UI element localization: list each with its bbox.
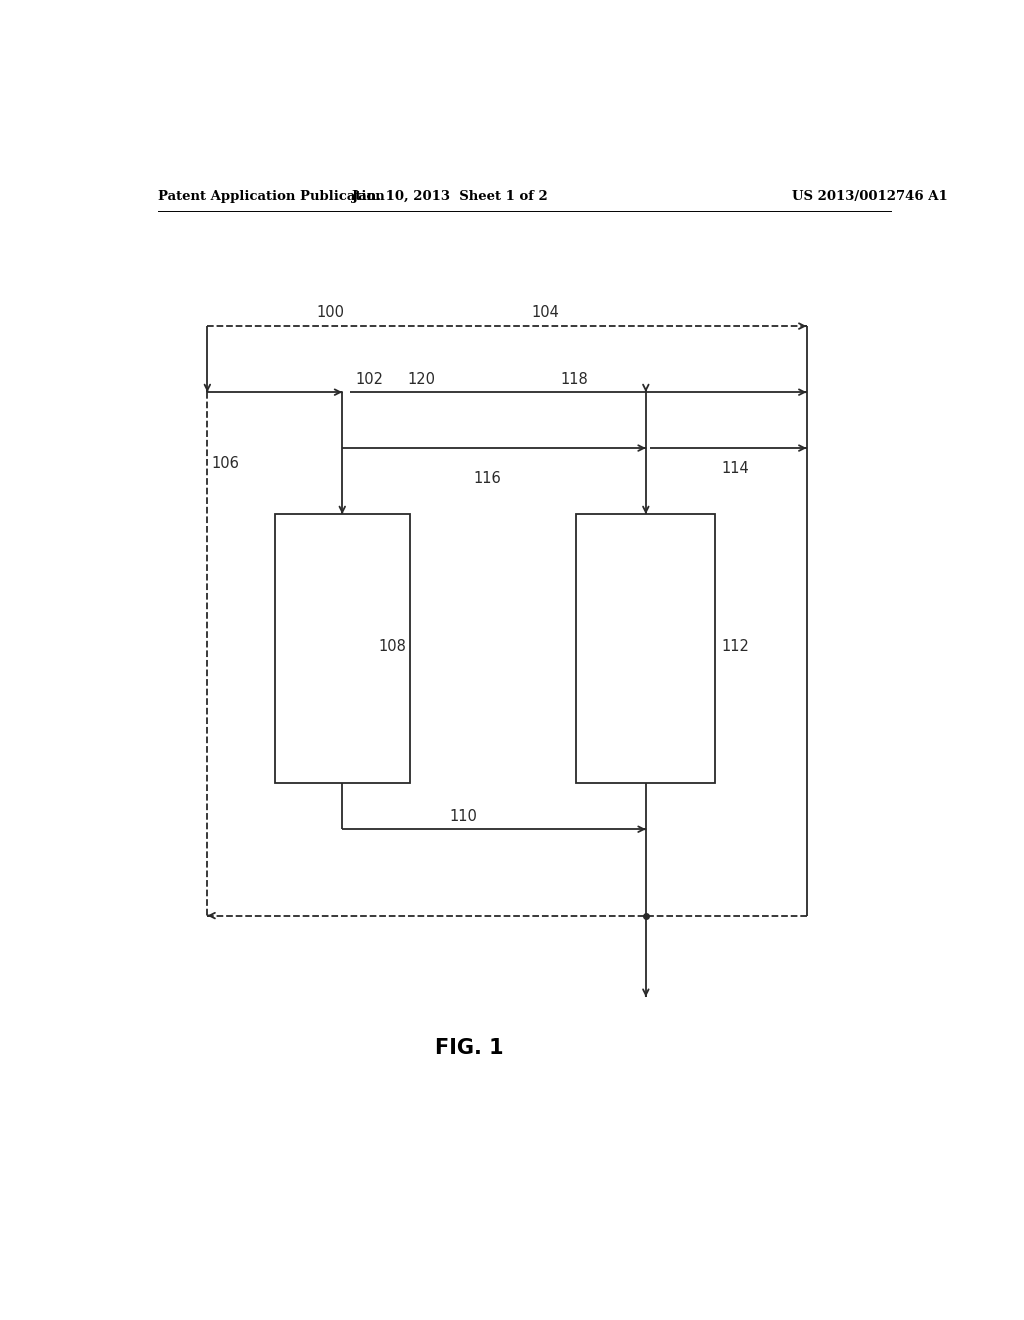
Text: 100: 100 [316,305,344,321]
Text: 116: 116 [473,471,501,486]
Text: US 2013/0012746 A1: US 2013/0012746 A1 [793,190,948,202]
Text: 120: 120 [408,372,435,388]
Bar [577,515,716,784]
Text: 104: 104 [531,305,559,321]
Text: 102: 102 [355,372,384,388]
Text: 106: 106 [211,455,240,471]
Bar [274,515,410,784]
Text: 112: 112 [722,639,750,653]
Text: Patent Application Publication: Patent Application Publication [158,190,385,202]
Text: Jan. 10, 2013  Sheet 1 of 2: Jan. 10, 2013 Sheet 1 of 2 [351,190,547,202]
Text: 118: 118 [560,372,588,388]
Text: 110: 110 [450,809,477,824]
Text: FIG. 1: FIG. 1 [435,1038,504,1057]
Text: 108: 108 [378,639,406,653]
Text: 114: 114 [722,461,750,477]
